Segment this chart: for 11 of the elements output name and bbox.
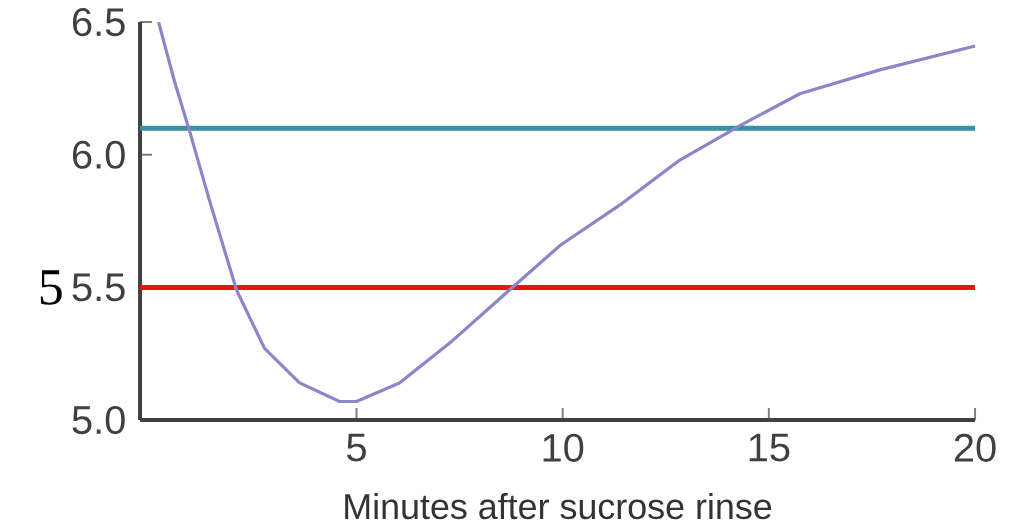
y-tick-label: 6.5 xyxy=(72,8,125,37)
x-tick-label: 20 xyxy=(954,433,996,462)
x-tick-label: 10 xyxy=(543,433,584,462)
x-tick-label: 15 xyxy=(749,433,790,462)
y-tick-label: 5.5 xyxy=(72,273,125,302)
line-series xyxy=(156,20,977,404)
y-tick-label: 6.0 xyxy=(72,140,125,169)
x-tick-label: 5 xyxy=(347,433,366,462)
x-axis-title: Minutes after sucrose rinse xyxy=(345,492,772,520)
y-tick-label: 5.0 xyxy=(72,405,125,435)
text: 5 xyxy=(40,270,62,305)
